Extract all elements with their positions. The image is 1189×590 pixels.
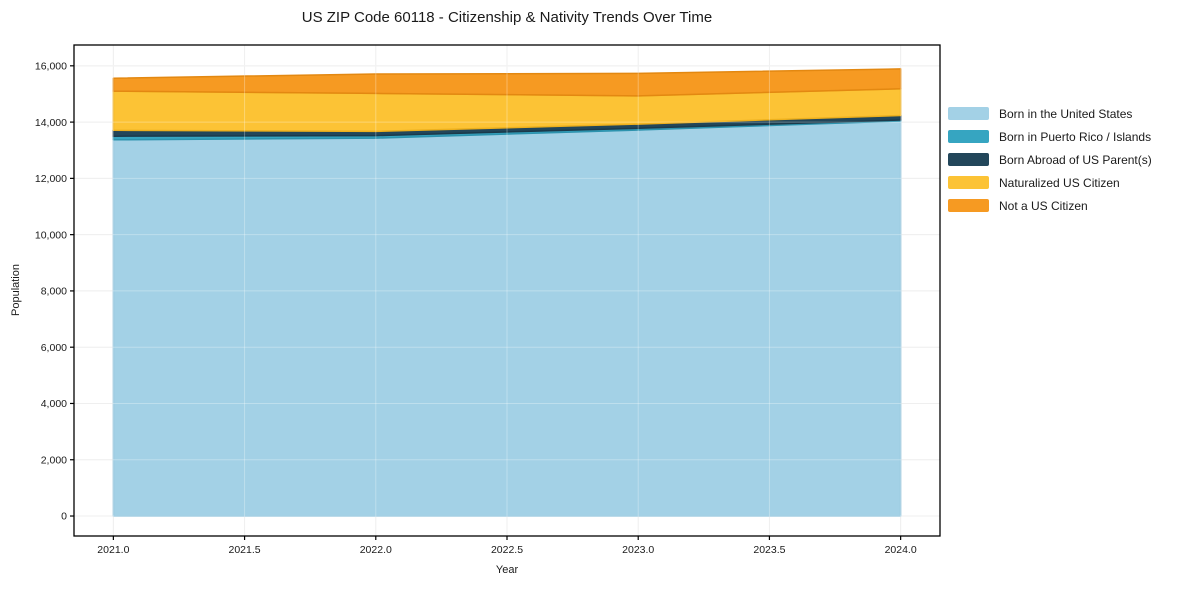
y-axis-label: Population xyxy=(10,264,22,316)
legend-swatch xyxy=(948,199,989,212)
y-tick-label: 0 xyxy=(61,511,67,523)
legend-label: Not a US Citizen xyxy=(999,198,1088,213)
legend-label: Born in the United States xyxy=(999,106,1133,121)
area-not-a-us-citizen xyxy=(112,68,902,97)
legend-item: Born in Puerto Rico / Islands xyxy=(948,125,1152,148)
x-tick-label: 2023.5 xyxy=(753,544,785,556)
y-tick-label: 8,000 xyxy=(41,286,67,298)
legend-swatch xyxy=(948,153,989,166)
legend-label: Born Abroad of US Parent(s) xyxy=(999,152,1152,167)
legend-item: Not a US Citizen xyxy=(948,194,1152,217)
y-tick-label: 12,000 xyxy=(35,173,67,185)
legend-swatch xyxy=(948,107,989,120)
y-tick-label: 16,000 xyxy=(35,61,67,73)
x-tick-label: 2022.5 xyxy=(491,544,523,556)
y-tick-label: 6,000 xyxy=(41,342,67,354)
y-tick-label: 2,000 xyxy=(41,454,67,466)
legend-label: Born in Puerto Rico / Islands xyxy=(999,129,1152,144)
legend-item: Born Abroad of US Parent(s) xyxy=(948,148,1152,171)
x-tick-label: 2021.5 xyxy=(229,544,261,556)
x-tick-label: 2022.0 xyxy=(360,544,392,556)
legend: Born in the United States Born in Puerto … xyxy=(948,102,1152,217)
y-tick-label: 4,000 xyxy=(41,398,67,410)
x-tick-label: 2021.0 xyxy=(97,544,129,556)
legend-item: Naturalized US Citizen xyxy=(948,171,1152,194)
x-axis-label: Year xyxy=(495,564,519,576)
y-tick-label: 14,000 xyxy=(35,117,67,129)
x-tick-label: 2024.0 xyxy=(885,544,917,556)
legend-item: Born in the United States xyxy=(948,102,1152,125)
y-tick-label: 10,000 xyxy=(35,229,67,241)
legend-swatch xyxy=(948,176,989,189)
legend-label: Naturalized US Citizen xyxy=(999,175,1120,190)
chart-title: US ZIP Code 60118 - Citizenship & Nativi… xyxy=(301,9,713,26)
x-tick-label: 2023.0 xyxy=(622,544,654,556)
legend-swatch xyxy=(948,130,989,143)
